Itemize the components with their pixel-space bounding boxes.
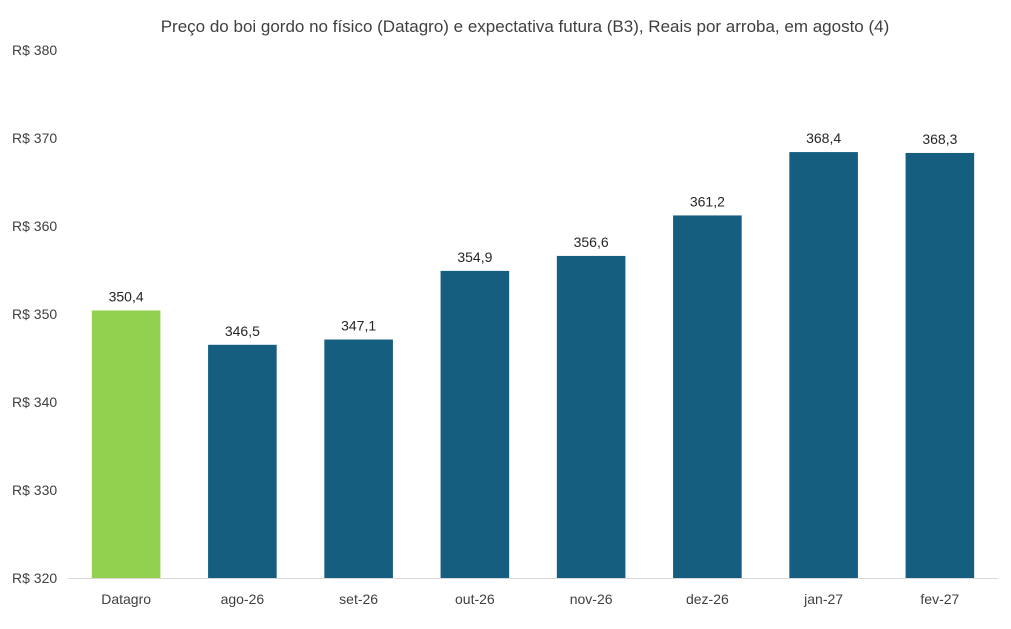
x-tick-label: dez-26 <box>686 591 729 607</box>
x-tick-label: fev-27 <box>920 591 959 607</box>
data-label: 368,3 <box>922 131 957 147</box>
y-tick-label: R$ 330 <box>12 482 57 498</box>
bar-fev-27 <box>905 152 975 578</box>
y-tick-label: R$ 370 <box>12 130 57 146</box>
data-label: 347,1 <box>341 318 376 334</box>
bar-set-26 <box>324 339 393 578</box>
x-tick-label: jan-27 <box>803 591 843 607</box>
data-label: 346,5 <box>225 323 260 339</box>
y-tick-label: R$ 350 <box>12 306 57 322</box>
y-tick-label: R$ 360 <box>12 218 57 234</box>
data-label: 361,2 <box>690 193 725 209</box>
bar-nov-26 <box>556 255 626 579</box>
y-tick-label: R$ 380 <box>12 42 57 58</box>
data-label: 368,4 <box>806 130 841 146</box>
x-axis: Datagro ago-26 set-26 out-26 nov-26 dez-26 jan… <box>68 578 998 607</box>
x-tick-label: ago-26 <box>221 591 265 607</box>
x-tick-label: out-26 <box>455 591 495 607</box>
y-tick-label: R$ 320 <box>12 570 57 586</box>
bar-dez-26 <box>673 215 742 578</box>
y-tick-label: R$ 340 <box>12 394 57 410</box>
x-tick-label: nov-26 <box>570 591 613 607</box>
bar-ago-26 <box>208 344 277 578</box>
data-label: 356,6 <box>574 234 609 250</box>
chart-title: Preço do boi gordo no físico (Datagro) e… <box>161 17 890 36</box>
bar-out-26 <box>440 270 510 578</box>
bars <box>91 152 975 579</box>
x-tick-label: Datagro <box>101 591 151 607</box>
y-axis: R$ 320 R$ 330 R$ 340 R$ 350 R$ 360 R$ 370 R$ 3… <box>12 42 57 586</box>
bar-jan-27 <box>789 152 858 578</box>
data-label: 350,4 <box>109 288 144 304</box>
bar-datagro <box>91 310 161 578</box>
x-tick-label: set-26 <box>339 591 378 607</box>
data-labels: 350,4 346,5 347,1 354,9 356,6 361,2 368,4 368,3 <box>109 130 958 339</box>
data-label: 354,9 <box>457 249 492 265</box>
